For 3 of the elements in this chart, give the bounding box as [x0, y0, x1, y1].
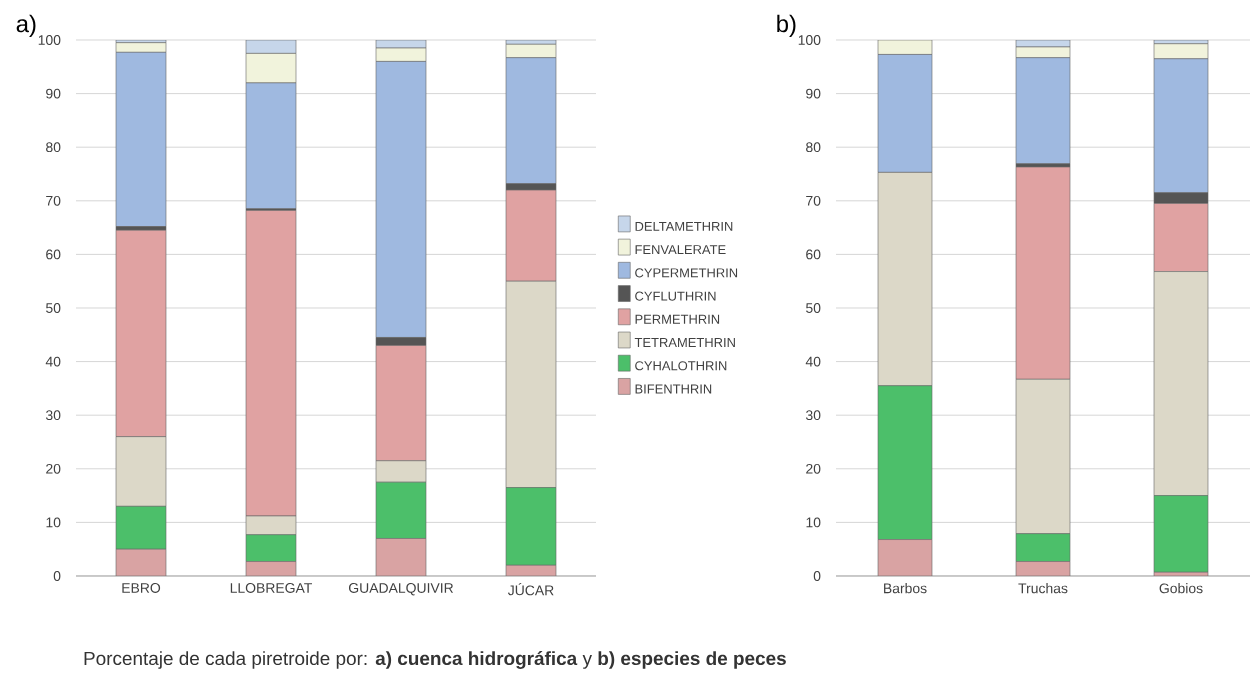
text: Porcentaje de cada piretroide por: a) cuenca hidrográfica y b) especies de peces [84, 651, 786, 669]
chart-title: a) [16, 14, 36, 37]
chart-title: b) [777, 14, 796, 37]
